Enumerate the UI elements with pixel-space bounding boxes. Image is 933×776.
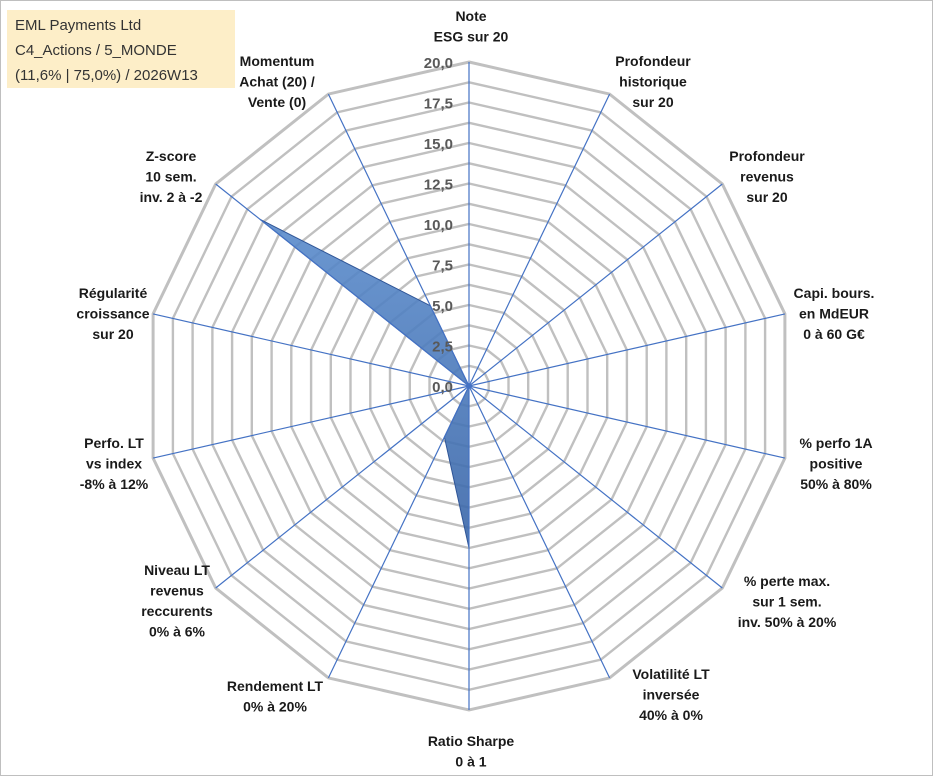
axis-spoke (468, 385, 723, 589)
axis-label: % perfo 1A positive 50% à 80% (799, 435, 872, 492)
axis-label: Ratio Sharpe 0 à 1 (428, 733, 515, 770)
axis-spoke (468, 313, 786, 387)
tick-label: 0,0 (432, 379, 453, 396)
radar-axes (152, 62, 786, 710)
tick-label: 12,5 (424, 177, 453, 194)
tick-label: 10,0 (424, 217, 453, 234)
tick-label: 20,0 (424, 55, 453, 72)
axis-label: Note ESG sur 20 (434, 8, 509, 45)
tick-label: 5,0 (432, 298, 453, 315)
tick-label: 17,5 (424, 96, 453, 113)
tick-label: 2,5 (432, 339, 453, 356)
axis-spoke (327, 93, 470, 387)
info-box: EML Payments Ltd C4_Actions / 5_MONDE (1… (7, 10, 235, 88)
axis-spoke (468, 385, 611, 679)
axis-label: Momentum Achat (20) / Vente (0) (239, 53, 315, 110)
axis-spoke (468, 93, 611, 387)
axis-label: Z-score 10 sem. inv. 2 à -2 (140, 148, 203, 205)
axis-label: Profondeur historique sur 20 (615, 53, 691, 110)
category-label: C4_Actions / 5_MONDE (15, 42, 177, 59)
axis-label: Capi. bours. en MdEUR 0 à 60 G€ (794, 285, 875, 342)
details-label: (11,6% | 75,0%) / 2026W13 (15, 67, 198, 84)
axis-spoke (327, 385, 470, 679)
axis-spoke (215, 385, 470, 589)
axis-spoke (468, 385, 786, 459)
tick-label: 15,0 (424, 136, 453, 153)
axis-label: Rendement LT 0% à 20% (227, 678, 324, 715)
radar-axis-labels: Note ESG sur 20 Profondeur historique sur 20… (76, 8, 874, 770)
axis-label: Profondeur revenus sur 20 (729, 148, 805, 205)
axis-label: Perfo. LT vs index -8% à 12% (80, 435, 149, 492)
company-name: EML Payments Ltd (15, 17, 142, 34)
axis-spoke (215, 183, 470, 387)
tick-label: 7,5 (432, 258, 453, 275)
axis-spoke (152, 313, 470, 387)
axis-spoke (152, 385, 470, 459)
axis-label: Régularité croissance sur 20 (76, 285, 149, 342)
radar-tick-labels: 0,0 2,5 5,0 7,5 10,0 12,5 15,0 17,5 20,0 (424, 55, 453, 396)
axis-label: % perte max. sur 1 sem. inv. 50% à 20% (738, 573, 837, 630)
axis-label: Niveau LT revenus reccurents 0% à 6% (141, 562, 213, 640)
axis-spoke (468, 183, 723, 387)
axis-label: Volatilité LT inversée 40% à 0% (632, 666, 710, 723)
